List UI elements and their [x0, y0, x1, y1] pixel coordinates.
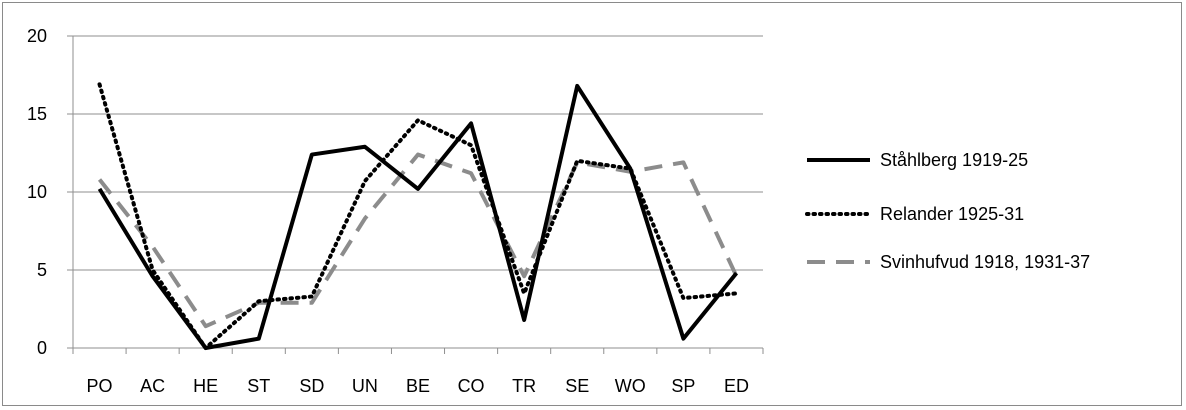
x-tick-label-st: ST	[247, 376, 270, 396]
legend-label-1: Relander 1925-31	[880, 204, 1024, 224]
x-tick-label-ed: ED	[724, 376, 749, 396]
x-tick-label-co: CO	[458, 376, 485, 396]
x-tick-label-se: SE	[565, 376, 589, 396]
x-tick-label-ac: AC	[140, 376, 165, 396]
x-tick-label-un: UN	[352, 376, 378, 396]
legend-label-2: Svinhufvud 1918, 1931-37	[880, 252, 1090, 272]
y-tick-label-10: 10	[27, 182, 47, 202]
x-tick-label-wo: WO	[615, 376, 646, 396]
x-tick-label-po: PO	[87, 376, 113, 396]
y-tick-label-5: 5	[37, 260, 47, 280]
x-tick-label-tr: TR	[512, 376, 536, 396]
x-tick-label-be: BE	[406, 376, 430, 396]
y-tick-label-20: 20	[27, 26, 47, 46]
y-tick-label-15: 15	[27, 104, 47, 124]
series-line-0	[97, 83, 739, 350]
x-tick-label-sd: SD	[299, 376, 324, 396]
y-tick-label-0: 0	[37, 338, 47, 358]
x-tick-label-he: HE	[193, 376, 218, 396]
legend-label-0: Ståhlberg 1919-25	[880, 150, 1028, 170]
x-tick-label-sp: SP	[671, 376, 695, 396]
series-line-2	[97, 152, 739, 329]
